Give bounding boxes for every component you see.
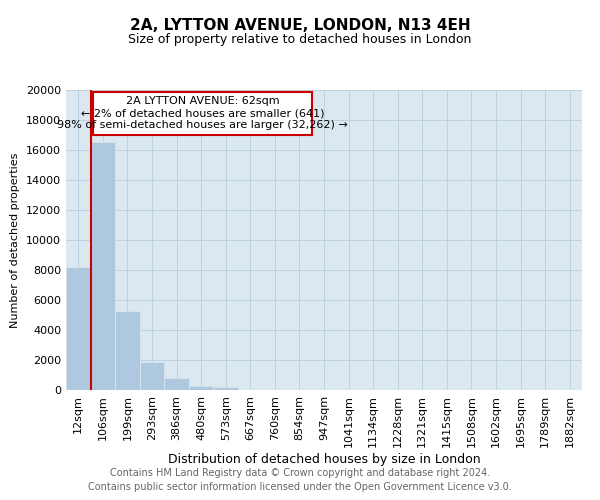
Text: 98% of semi-detached houses are larger (32,262) →: 98% of semi-detached houses are larger (… xyxy=(57,120,348,130)
Y-axis label: Number of detached properties: Number of detached properties xyxy=(10,152,20,328)
Bar xyxy=(66,267,91,390)
Bar xyxy=(189,386,214,390)
Bar xyxy=(91,142,115,390)
Text: 2A LYTTON AVENUE: 62sqm: 2A LYTTON AVENUE: 62sqm xyxy=(125,96,279,106)
Bar xyxy=(214,386,238,390)
X-axis label: Distribution of detached houses by size in London: Distribution of detached houses by size … xyxy=(167,452,481,466)
Bar xyxy=(164,378,189,390)
Text: ← 2% of detached houses are smaller (641): ← 2% of detached houses are smaller (641… xyxy=(80,108,324,118)
Bar xyxy=(115,310,140,390)
Bar xyxy=(140,362,164,390)
FancyBboxPatch shape xyxy=(93,92,312,135)
Text: Size of property relative to detached houses in London: Size of property relative to detached ho… xyxy=(128,32,472,46)
Text: Contains HM Land Registry data © Crown copyright and database right 2024.
Contai: Contains HM Land Registry data © Crown c… xyxy=(88,468,512,492)
Text: 2A, LYTTON AVENUE, LONDON, N13 4EH: 2A, LYTTON AVENUE, LONDON, N13 4EH xyxy=(130,18,470,32)
